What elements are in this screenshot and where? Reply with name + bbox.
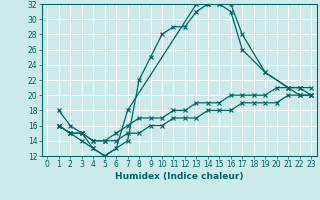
X-axis label: Humidex (Indice chaleur): Humidex (Indice chaleur) bbox=[115, 172, 244, 181]
